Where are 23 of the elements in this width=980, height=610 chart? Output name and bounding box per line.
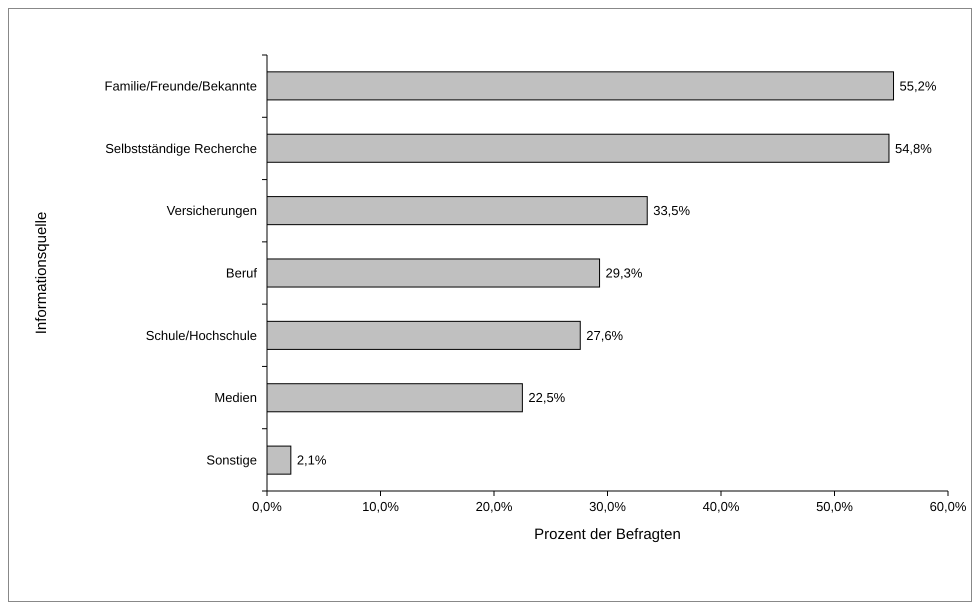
y-axis-title: Informationsquelle bbox=[33, 212, 50, 334]
y-tick-label: Medien bbox=[214, 390, 257, 406]
y-tick-label: Sonstige bbox=[206, 452, 257, 468]
x-tick-label: 50,0% bbox=[816, 499, 854, 514]
data-label: 27,6% bbox=[586, 328, 624, 343]
x-tick-label: 0,0% bbox=[252, 499, 282, 514]
data-label: 22,5% bbox=[528, 390, 566, 406]
x-tick-label: 40,0% bbox=[702, 499, 740, 514]
x-tick-label: 20,0% bbox=[476, 499, 513, 514]
y-tick-label: Versicherungen bbox=[166, 203, 257, 218]
data-label: 2,1% bbox=[296, 452, 327, 468]
data-label: 55,2% bbox=[900, 78, 937, 94]
y-tick-label: Familie/Freunde/Bekannte bbox=[104, 78, 257, 94]
y-tick-label: Selbstständige Recherche bbox=[105, 140, 257, 156]
x-tick-label: 30,0% bbox=[589, 499, 626, 514]
x-axis-title: Prozent der Befragten bbox=[534, 526, 681, 543]
x-tick-label: 60,0% bbox=[930, 499, 967, 514]
data-label: 29,3% bbox=[606, 266, 643, 280]
data-label: 54,8% bbox=[894, 140, 932, 156]
y-tick-label: Beruf bbox=[226, 266, 258, 280]
y-tick-label: Schule/Hochschule bbox=[146, 328, 257, 343]
data-label: 33,5% bbox=[653, 203, 691, 218]
x-tick-label: 10,0% bbox=[362, 499, 400, 514]
